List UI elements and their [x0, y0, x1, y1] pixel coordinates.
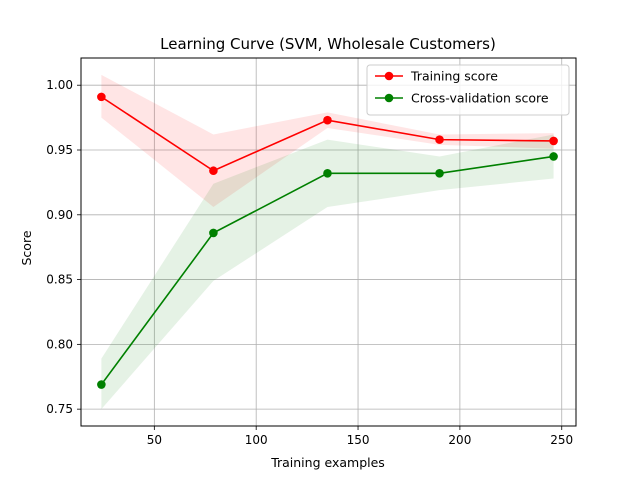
legend: Training score Cross-validation score [366, 64, 570, 116]
series-1-point [323, 169, 332, 178]
x-tick-label: 150 [347, 433, 370, 447]
legend-entry-label: Training score [410, 69, 498, 84]
series-1-point [435, 169, 444, 178]
y-axis-label: Score [19, 230, 34, 265]
y-tick-label: 0.90 [46, 208, 73, 222]
legend-swatch-marker [384, 93, 394, 103]
y-tick-label: 0.75 [46, 402, 73, 416]
series-0-point [97, 92, 106, 102]
x-tick-label: 250 [550, 433, 573, 447]
legend-box [366, 64, 570, 116]
y-tick-label: 0.85 [46, 273, 73, 287]
series-1-point [549, 152, 558, 161]
series-1-point [97, 380, 106, 389]
series-1-band [101, 134, 554, 410]
x-tick-label: 50 [147, 433, 162, 447]
x-axis-label: Training examples [270, 455, 385, 470]
legend-swatch-marker [384, 71, 394, 81]
plot-frame [80, 57, 577, 427]
series-0-point [323, 115, 332, 125]
series-0-point [209, 166, 218, 176]
ticks: 50 100 150 200 250 0.75 0.80 0.85 0.90 0.95 1.00 [46, 78, 573, 447]
x-tick-label: 200 [448, 433, 471, 447]
x-tick-label: 100 [245, 433, 268, 447]
series-0-point [549, 136, 558, 146]
series-0-point [435, 135, 444, 144]
legend-entry-label: Cross-validation score [411, 91, 549, 106]
y-tick-label: 1.00 [46, 78, 73, 92]
series-points [97, 92, 558, 389]
chart-title: Learning Curve (SVM, Wholesale Customers… [160, 35, 496, 53]
y-tick-label: 0.80 [46, 337, 73, 351]
series-1-point [209, 228, 218, 238]
y-tick-label: 0.95 [46, 143, 73, 157]
